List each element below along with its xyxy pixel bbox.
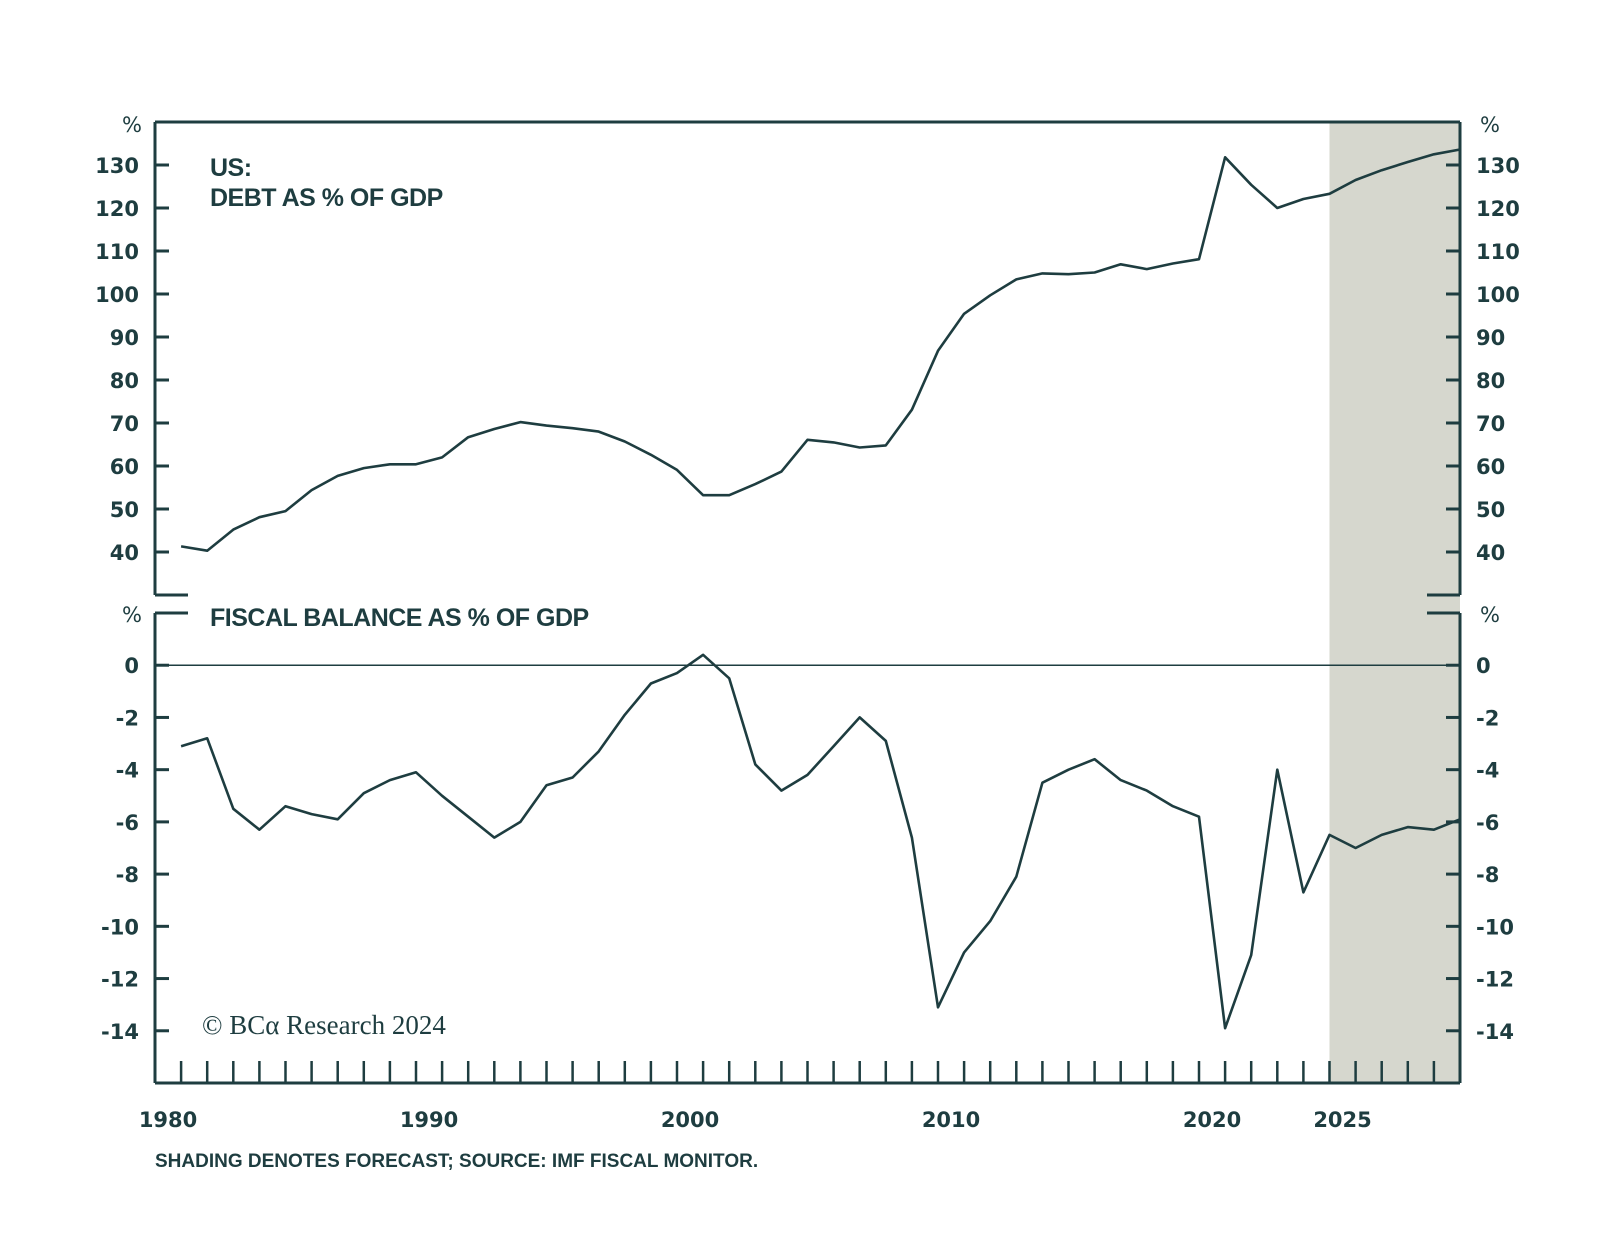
fiscal-balance-left-tick-label: -14 xyxy=(101,1020,139,1044)
labels-layer: US: DEBT AS % OF GDP FISCAL BALANCE AS %… xyxy=(95,113,1520,1172)
debt-right-tick-label: 70 xyxy=(1476,412,1505,436)
debt-right-tick-label: 110 xyxy=(1476,240,1520,264)
debt-left-tick-label: 70 xyxy=(110,412,139,436)
fiscal-balance-left-tick-label: -4 xyxy=(116,759,139,783)
fiscal-balance-right-tick-label: -10 xyxy=(1476,915,1514,939)
debt-left-tick-label: 120 xyxy=(95,197,139,221)
x-tick-label: 2010 xyxy=(922,1108,980,1132)
debt-panel-title-line1: US: xyxy=(210,154,252,182)
fiscal-right-unit-label: % xyxy=(1480,603,1500,627)
debt-right-tick-label: 130 xyxy=(1476,154,1520,178)
debt-left-tick-label: 90 xyxy=(110,326,139,350)
fiscal-balance-right-tick-label: -14 xyxy=(1476,1020,1514,1044)
debt-right-tick-label: 100 xyxy=(1476,283,1520,307)
fiscal-balance-left-tick-label: -2 xyxy=(116,706,139,730)
fiscal-balance-left-tick-label: -6 xyxy=(116,811,139,835)
x-tick-label: 2000 xyxy=(661,1108,719,1132)
footnote: SHADING DENOTES FORECAST; SOURCE: IMF FI… xyxy=(155,1151,758,1172)
forecast-shading-debt xyxy=(1329,122,1460,595)
fiscal-balance-right-tick-label: -6 xyxy=(1476,811,1499,835)
fiscal-balance-series-line xyxy=(180,653,1461,1030)
debt-left-tick-label: 110 xyxy=(95,240,139,264)
debt-right-unit-label: % xyxy=(1480,113,1500,137)
forecast-shading-gap xyxy=(1329,595,1460,613)
debt-right-tick-label: 40 xyxy=(1476,541,1505,565)
debt-right-tick-label: 60 xyxy=(1476,455,1505,479)
fiscal-balance-right-tick-label: -8 xyxy=(1476,863,1499,887)
copyright-watermark: © BCα Research 2024 xyxy=(202,1010,446,1040)
debt-right-tick-label: 90 xyxy=(1476,326,1505,350)
debt-left-tick-label: 40 xyxy=(110,541,139,565)
fiscal-balance-right-tick-label: -4 xyxy=(1476,759,1499,783)
x-tick-label: 2025 xyxy=(1313,1108,1371,1132)
debt-left-tick-label: 100 xyxy=(95,283,139,307)
debt-left-tick-label: 80 xyxy=(110,369,139,393)
fiscal-balance-right-tick-label: 0 xyxy=(1476,654,1491,678)
x-tick-label: 2020 xyxy=(1183,1108,1241,1132)
fiscal-balance-left-tick-label: 0 xyxy=(124,654,139,678)
debt-left-tick-label: 50 xyxy=(110,498,139,522)
forecast-shading-layer xyxy=(1329,122,1460,1083)
debt-series-line xyxy=(180,148,1461,553)
fiscal-left-unit-label: % xyxy=(122,603,142,627)
debt-right-tick-label: 120 xyxy=(1476,197,1520,221)
forecast-shading-fiscal xyxy=(1329,613,1460,1083)
debt-right-tick-label: 50 xyxy=(1476,498,1505,522)
fiscal-balance-left-tick-label: -10 xyxy=(101,915,139,939)
fiscal-balance-right-tick-label: -2 xyxy=(1476,706,1499,730)
x-tick-label: 1980 xyxy=(139,1108,197,1132)
fiscal-balance-left-tick-label: -8 xyxy=(116,863,139,887)
fiscal-balance-left-tick-label: -12 xyxy=(101,968,139,992)
debt-panel-title-line2: DEBT AS % OF GDP xyxy=(210,184,443,212)
debt-left-unit-label: % xyxy=(122,113,142,137)
series-layer xyxy=(180,148,1461,1030)
fiscal-balance-right-tick-label: -12 xyxy=(1476,968,1514,992)
fiscal-panel-title: FISCAL BALANCE AS % OF GDP xyxy=(210,604,589,632)
axes-layer xyxy=(153,120,1462,1085)
debt-left-tick-label: 60 xyxy=(110,455,139,479)
x-tick-label: 1990 xyxy=(400,1108,458,1132)
debt-left-tick-label: 130 xyxy=(95,154,139,178)
debt-right-tick-label: 80 xyxy=(1476,369,1505,393)
